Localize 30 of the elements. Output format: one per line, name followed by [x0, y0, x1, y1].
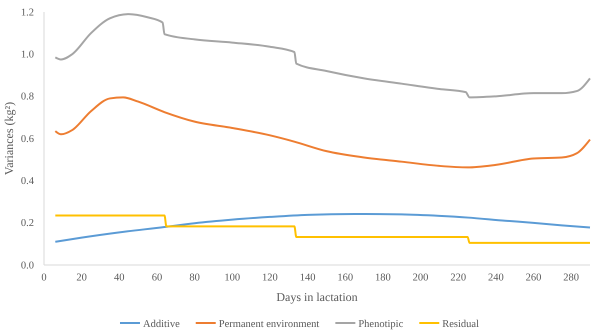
y-tick-label: 0.0: [20, 260, 34, 272]
x-tick-label: 160: [337, 272, 354, 284]
x-tick-label: 220: [450, 272, 466, 284]
y-tick-label: 0.6: [20, 134, 34, 145]
line-series: [54, 13, 591, 98]
legend-label: Phenotipic: [358, 319, 404, 330]
y-tick-label: 0.8: [20, 92, 34, 103]
x-tick-label: 20: [76, 272, 87, 284]
x-tick-label: 80: [189, 272, 200, 284]
y-tick-label: 1.0: [20, 50, 34, 61]
x-tick-label: 0: [41, 272, 47, 284]
y-tick-label: 0.4: [20, 176, 35, 188]
x-tick-label: 40: [114, 272, 125, 284]
line-series: [54, 96, 591, 168]
x-tick-label: 140: [300, 272, 316, 284]
x-tick-label: 180: [375, 272, 391, 284]
x-tick-label: 120: [262, 272, 278, 284]
x-tick-label: 100: [224, 272, 240, 284]
y-tick-label: 1.2: [20, 7, 34, 18]
x-tick-label: 240: [488, 272, 504, 284]
x-tick-label: 200: [412, 272, 428, 284]
legend-label: Permanent environment: [218, 319, 320, 330]
x-tick-label: 260: [526, 272, 542, 284]
x-tick-label: 60: [152, 272, 162, 284]
y-tick-label: 0.2: [20, 218, 34, 230]
x-tick-label: 280: [563, 272, 580, 284]
legend-label: Residual: [442, 319, 480, 330]
legend-label: Additive: [142, 319, 180, 330]
x-axis-title: Days in lactation: [276, 290, 358, 304]
y-axis-title: Variances (kg²): [2, 102, 16, 176]
